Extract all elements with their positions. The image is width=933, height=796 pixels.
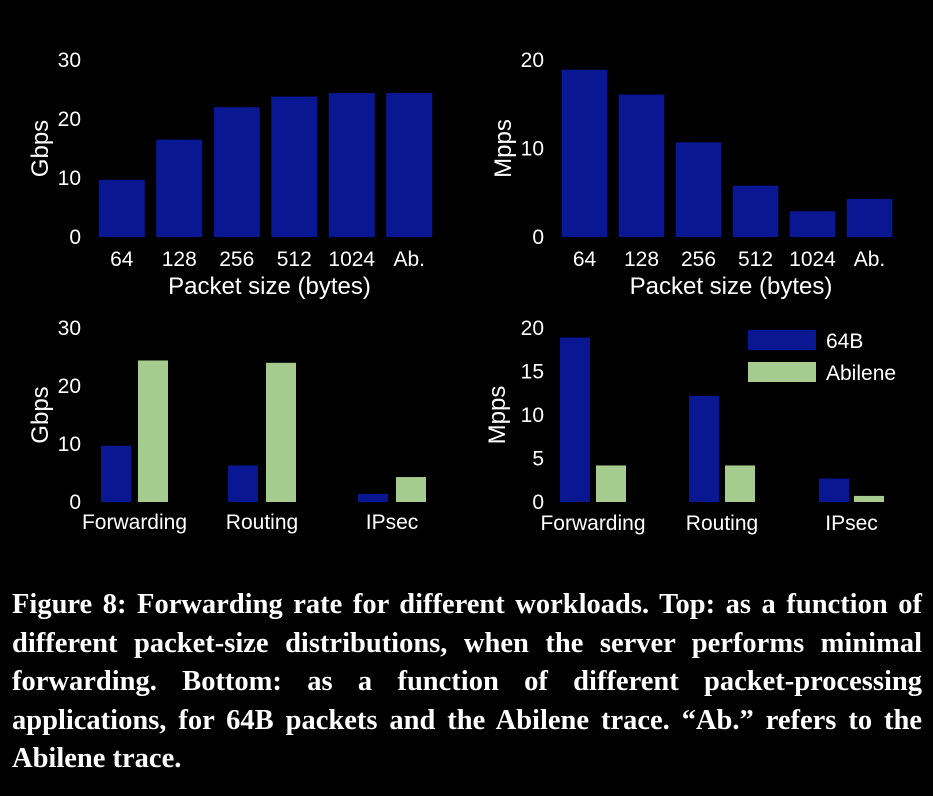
legend-label: Abilene xyxy=(826,362,896,385)
y-tick-label: 15 xyxy=(521,361,544,384)
bar xyxy=(846,198,893,237)
top-right-chart: 0 10 20 Mpps 64 128 256 512 1024 Ab. Packet size (… xyxy=(490,49,893,300)
legend-swatch xyxy=(748,362,816,382)
bar xyxy=(596,465,626,502)
y-tick-label: 0 xyxy=(69,491,81,514)
y-tick-label: 10 xyxy=(58,167,81,190)
bar xyxy=(213,107,260,237)
bar xyxy=(228,465,258,502)
y-tick-label: 10 xyxy=(58,433,81,456)
x-tick-label: Forwarding xyxy=(82,511,187,534)
bar xyxy=(386,93,433,237)
y-tick-label: 10 xyxy=(521,404,544,427)
x-tick-label: Routing xyxy=(226,511,298,534)
y-axis-label: Mpps xyxy=(484,386,511,445)
bottom-left-chart: 0 10 20 30 Gbps Forwarding Routing IPsec xyxy=(27,317,426,534)
x-tick-label: Ab. xyxy=(854,248,886,271)
bar xyxy=(98,179,145,237)
x-axis-label: Packet size (bytes) xyxy=(630,273,833,300)
bar xyxy=(618,94,665,237)
x-axis-label: Packet size (bytes) xyxy=(168,273,371,300)
bar xyxy=(358,493,388,502)
y-tick-label: 20 xyxy=(58,108,81,131)
bar xyxy=(725,465,755,502)
x-tick-label: IPsec xyxy=(366,511,419,534)
legend-swatch xyxy=(748,330,816,350)
bar xyxy=(560,337,590,502)
y-tick-label: 10 xyxy=(521,138,544,161)
bar xyxy=(138,360,168,502)
bar xyxy=(789,211,836,237)
x-tick-label: 1024 xyxy=(328,248,375,271)
y-axis-label: Mpps xyxy=(490,119,517,178)
y-tick-label: 30 xyxy=(58,49,81,72)
bar xyxy=(271,96,318,237)
y-tick-label: 30 xyxy=(58,317,81,340)
bottom-right-chart: 0 5 10 15 20 Mpps Forwarding Routing IPsec 64B Abi… xyxy=(484,317,896,535)
y-tick-label: 0 xyxy=(532,226,544,249)
bar xyxy=(689,395,719,502)
x-tick-label: 256 xyxy=(681,248,716,271)
top-left-chart: 0 10 20 30 Gbps 64 128 256 512 1024 Ab. Packet size… xyxy=(27,49,433,300)
bar xyxy=(675,142,722,237)
x-tick-label: Forwarding xyxy=(540,512,645,535)
figure-caption: Figure 8: Forwarding rate for different … xyxy=(12,589,922,774)
bar xyxy=(561,69,608,237)
legend-label: 64B xyxy=(826,330,863,353)
x-tick-label: 64 xyxy=(573,248,597,271)
x-tick-label: 128 xyxy=(162,248,197,271)
y-tick-label: 0 xyxy=(69,226,81,249)
y-tick-label: 20 xyxy=(58,375,81,398)
x-tick-label: 256 xyxy=(219,248,254,271)
y-tick-label: 0 xyxy=(532,491,544,514)
x-tick-label: Routing xyxy=(686,512,758,535)
y-tick-label: 20 xyxy=(521,49,544,72)
bar xyxy=(732,185,779,237)
x-tick-label: 1024 xyxy=(789,248,836,271)
bar xyxy=(819,478,849,502)
bar xyxy=(396,477,426,502)
figure-8-charts: 0 10 20 30 Gbps 64 128 256 512 1024 Ab. Packet size… xyxy=(27,49,896,535)
bar xyxy=(328,93,375,237)
x-tick-label: 512 xyxy=(277,248,312,271)
x-tick-label: IPsec xyxy=(825,512,878,535)
y-axis-label: Gbps xyxy=(27,386,54,443)
y-tick-label: 20 xyxy=(521,317,544,340)
bar xyxy=(156,139,203,237)
x-tick-label: 128 xyxy=(624,248,659,271)
bar xyxy=(854,495,884,502)
x-tick-label: Ab. xyxy=(393,248,425,271)
x-tick-label: 512 xyxy=(738,248,773,271)
y-axis-label: Gbps xyxy=(27,120,54,177)
legend: 64B Abilene xyxy=(748,330,896,385)
y-tick-label: 5 xyxy=(532,448,544,471)
bar xyxy=(266,362,296,502)
bar xyxy=(101,445,131,502)
x-tick-label: 64 xyxy=(110,248,134,271)
